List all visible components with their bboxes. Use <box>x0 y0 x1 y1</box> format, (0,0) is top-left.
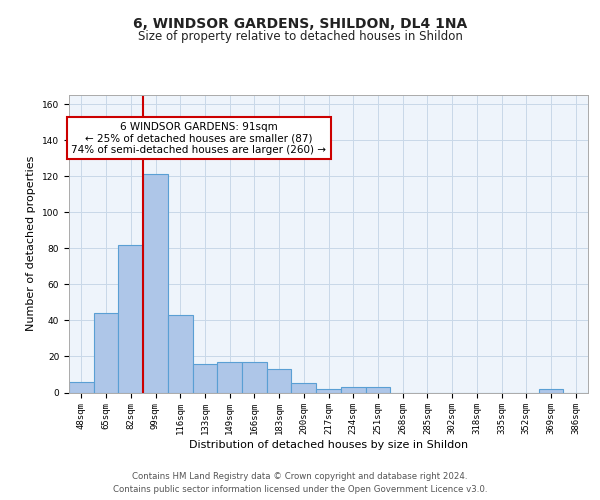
Bar <box>143 174 168 392</box>
Text: 6 WINDSOR GARDENS: 91sqm
← 25% of detached houses are smaller (87)
74% of semi-d: 6 WINDSOR GARDENS: 91sqm ← 25% of detach… <box>71 122 326 154</box>
Bar <box>316 389 341 392</box>
Text: Size of property relative to detached houses in Shildon: Size of property relative to detached ho… <box>137 30 463 43</box>
Text: Contains HM Land Registry data © Crown copyright and database right 2024.
Contai: Contains HM Land Registry data © Crown c… <box>113 472 487 494</box>
X-axis label: Distribution of detached houses by size in Shildon: Distribution of detached houses by size … <box>189 440 468 450</box>
Bar <box>242 362 267 392</box>
Bar <box>217 362 242 392</box>
Bar <box>193 364 217 392</box>
Bar <box>365 387 390 392</box>
Bar <box>168 315 193 392</box>
Bar <box>94 313 118 392</box>
Y-axis label: Number of detached properties: Number of detached properties <box>26 156 37 332</box>
Bar <box>118 244 143 392</box>
Bar <box>341 387 365 392</box>
Bar <box>539 389 563 392</box>
Bar <box>292 384 316 392</box>
Bar <box>69 382 94 392</box>
Bar <box>267 369 292 392</box>
Text: 6, WINDSOR GARDENS, SHILDON, DL4 1NA: 6, WINDSOR GARDENS, SHILDON, DL4 1NA <box>133 18 467 32</box>
